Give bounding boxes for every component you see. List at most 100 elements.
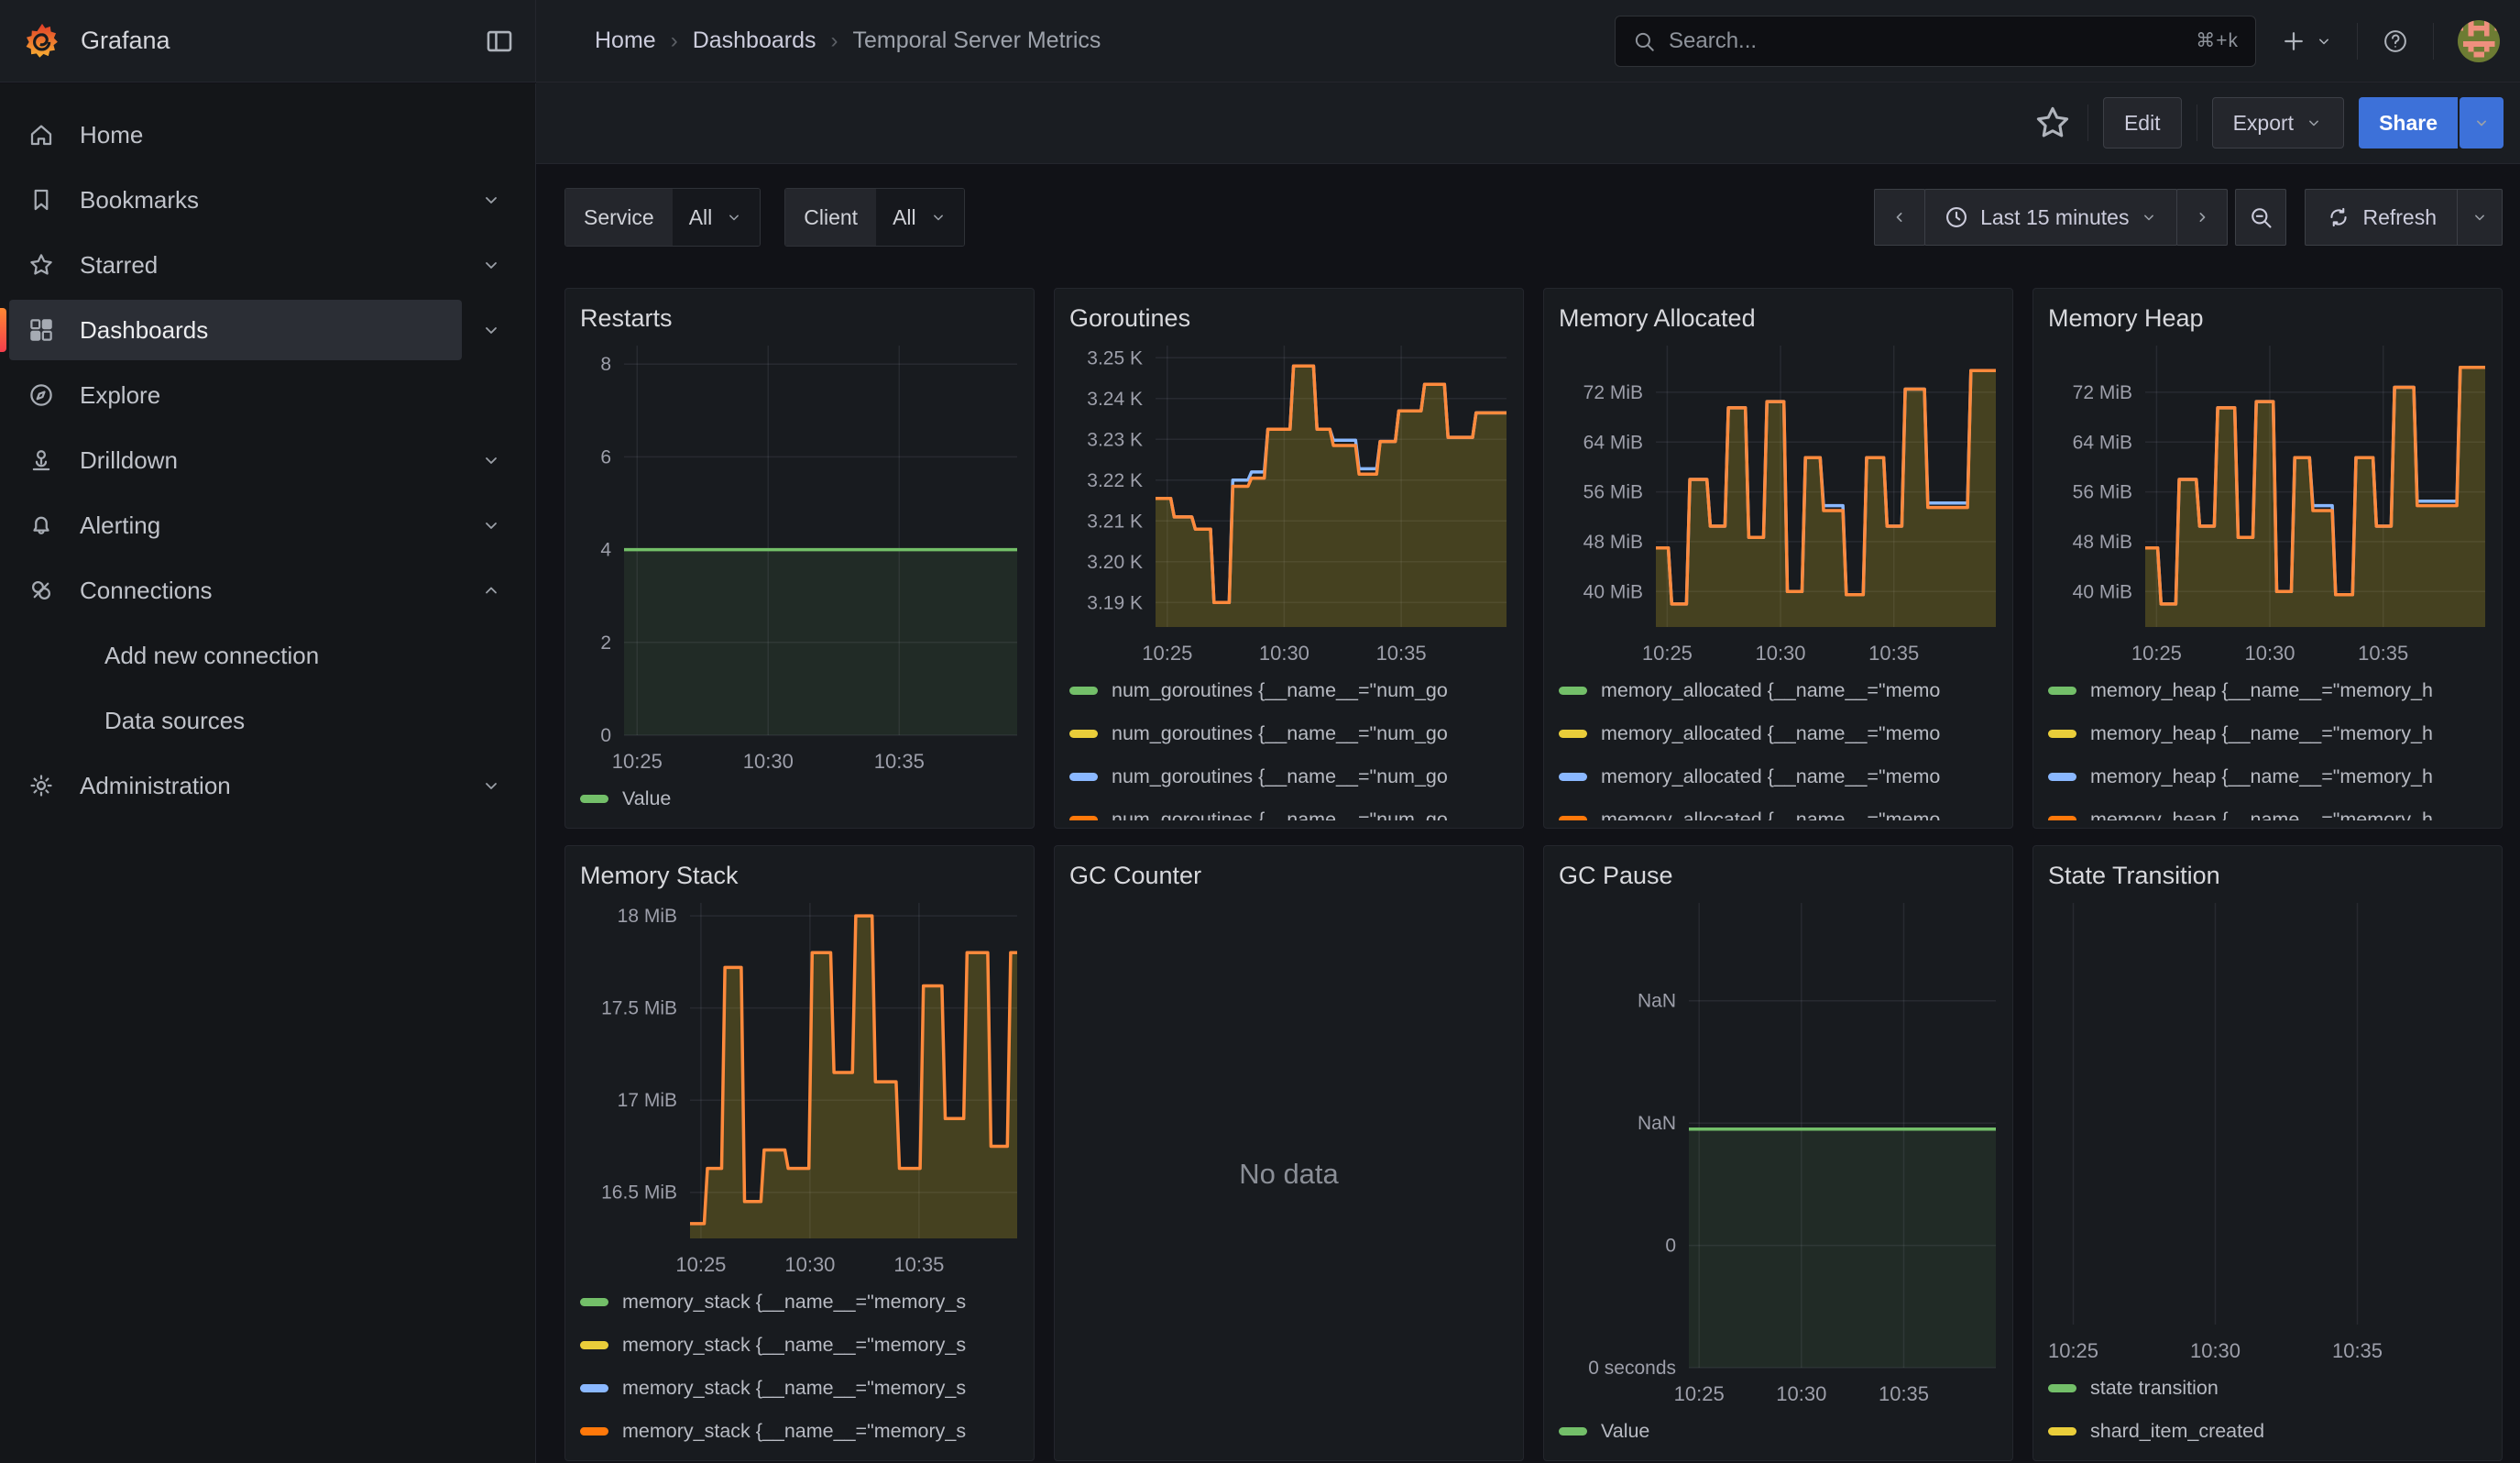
legend-item[interactable]: memory_stack {__name__="memory_s [580, 1281, 1019, 1324]
legend-label[interactable]: memory_heap {__name__="memory_h [2090, 722, 2433, 744]
sidebar-item-expand-button[interactable] [462, 300, 520, 360]
panel-title[interactable]: GC Pause [1559, 862, 1673, 889]
chart-canvas[interactable]: 40 MiB 48 MiB 56 MiB 64 MiB 72 MiB 10:25 10:30… [2048, 338, 2487, 669]
legend-label[interactable]: memory_allocated {__name__="memo [1601, 765, 1941, 787]
breadcrumb-home[interactable]: Home [595, 28, 656, 53]
chart-canvas[interactable]: 3.19 K 3.20 K 3.21 K 3.22 K 3.23 K 3.24 K 3.25… [1069, 338, 1508, 669]
legend-item[interactable]: Value [1559, 1410, 1998, 1453]
export-button[interactable]: Export [2211, 97, 2345, 148]
legend-label[interactable]: memory_stack {__name__="memory_s [622, 1420, 967, 1442]
chart-canvas[interactable]: 0 seconds 0 NaN NaN 10:25 10:30 10:35 [1559, 896, 1998, 1410]
legend-item[interactable]: num_goroutines {__name__="num_go [1069, 798, 1508, 820]
refresh-button[interactable]: Refresh [2305, 189, 2458, 246]
panel-chart[interactable]: 10:25 10:30 10:35 [2048, 896, 2487, 1367]
legend-label[interactable]: Value [622, 787, 672, 809]
legend-item[interactable]: Value [580, 777, 1019, 820]
legend-label[interactable]: num_goroutines {__name__="num_go [1112, 679, 1448, 701]
sidebar-item-link[interactable]: Home [9, 104, 520, 165]
help-button[interactable] [2382, 28, 2409, 55]
panel-chart[interactable]: 3.19 K 3.20 K 3.21 K 3.22 K 3.23 K 3.24 K 3.25… [1069, 338, 1508, 669]
sidebar-item-link[interactable]: Administration [9, 755, 462, 816]
avatar[interactable] [2458, 19, 2500, 62]
time-forward-button[interactable] [2176, 189, 2229, 246]
sidebar-item-link[interactable]: Starred [9, 235, 462, 295]
edit-button[interactable]: Edit [2102, 97, 2182, 148]
panel-chart[interactable]: 40 MiB 48 MiB 56 MiB 64 MiB 72 MiB 10:25 10:30… [2048, 338, 2487, 669]
legend-label[interactable]: memory_allocated {__name__="memo [1601, 808, 1941, 820]
sidebar-item-link[interactable]: Alerting [9, 495, 462, 556]
panel-title[interactable]: State Transition [2048, 862, 2220, 889]
legend-label[interactable]: memory_stack {__name__="memory_s [622, 1334, 967, 1356]
legend-label[interactable]: state transition [2090, 1377, 2219, 1399]
sidebar-item-expand-button[interactable] [462, 235, 520, 295]
panel-title[interactable]: GC Counter [1069, 862, 1202, 889]
legend-item[interactable]: memory_allocated {__name__="memo [1559, 755, 1998, 798]
legend-item[interactable]: memory_heap {__name__="memory_h [2048, 755, 2487, 798]
legend-item[interactable]: memory_heap {__name__="memory_h [2048, 669, 2487, 712]
legend-item[interactable]: num_goroutines {__name__="num_go [1069, 669, 1508, 712]
panel-title[interactable]: Memory Stack [580, 862, 739, 889]
panel-title[interactable]: Goroutines [1069, 304, 1191, 332]
legend-label[interactable]: memory_heap {__name__="memory_h [2090, 679, 2433, 701]
legend-item[interactable]: memory_allocated {__name__="memo [1559, 669, 1998, 712]
grafana-logo-icon[interactable] [22, 21, 62, 61]
sidebar-item-link[interactable]: Drilldown [9, 430, 462, 490]
panel-chart[interactable]: 0 2 4 6 8 10:25 10:30 10:35 [580, 338, 1019, 777]
sidebar-item-link[interactable]: Add new connection [9, 625, 520, 686]
legend-item[interactable]: memory_allocated {__name__="memo [1559, 712, 1998, 755]
chart-canvas[interactable]: 0 2 4 6 8 10:25 10:30 10:35 [580, 338, 1019, 777]
legend-item[interactable]: state transition [2048, 1367, 2487, 1410]
legend-label[interactable]: shard_item_created [2090, 1420, 2265, 1442]
panel-chart[interactable]: 16.5 MiB 17 MiB 17.5 MiB 18 MiB 10:25 10:30 10… [580, 896, 1019, 1281]
time-range-picker[interactable]: Last 15 minutes [1924, 189, 2178, 246]
chart-canvas[interactable]: 40 MiB 48 MiB 56 MiB 64 MiB 72 MiB 10:25 10:30… [1559, 338, 1998, 669]
sidebar-item-link[interactable]: Bookmarks [9, 170, 462, 230]
breadcrumb-dashboards[interactable]: Dashboards [692, 28, 816, 53]
legend-label[interactable]: memory_allocated {__name__="memo [1601, 679, 1941, 701]
legend-item[interactable]: memory_stack {__name__="memory_s [580, 1324, 1019, 1367]
chart-canvas[interactable]: 16.5 MiB 17 MiB 17.5 MiB 18 MiB 10:25 10:30 10… [580, 896, 1019, 1281]
legend-label[interactable]: num_goroutines {__name__="num_go [1112, 722, 1448, 744]
legend-label[interactable]: memory_heap {__name__="memory_h [2090, 808, 2433, 820]
sidebar-item-expand-button[interactable] [462, 560, 520, 621]
legend-label[interactable]: memory_stack {__name__="memory_s [622, 1291, 967, 1313]
zoom-out-button[interactable] [2235, 189, 2287, 246]
client-filter-value[interactable]: All [876, 189, 964, 246]
sidebar-item-expand-button[interactable] [462, 430, 520, 490]
legend-label[interactable]: num_goroutines {__name__="num_go [1112, 808, 1448, 820]
legend-item[interactable]: num_goroutines {__name__="num_go [1069, 755, 1508, 798]
sidebar-item-link[interactable]: Dashboards [9, 300, 462, 360]
time-back-button[interactable] [1874, 189, 1926, 246]
legend-label[interactable]: memory_heap {__name__="memory_h [2090, 765, 2433, 787]
chart-canvas[interactable]: 10:25 10:30 10:35 [2048, 896, 2487, 1367]
panel-chart[interactable]: 40 MiB 48 MiB 56 MiB 64 MiB 72 MiB 10:25 10:30… [1559, 338, 1998, 669]
sidebar-item-expand-button[interactable] [462, 170, 520, 230]
legend-label[interactable]: memory_stack {__name__="memory_s [622, 1377, 967, 1399]
sidebar-item-expand-button[interactable] [462, 755, 520, 816]
legend-item[interactable]: memory_heap {__name__="memory_h [2048, 712, 2487, 755]
legend-item[interactable]: memory_stack {__name__="memory_s [580, 1410, 1019, 1453]
panel-title[interactable]: Memory Allocated [1559, 304, 1756, 332]
sidebar-item-expand-button[interactable] [462, 495, 520, 556]
search-box[interactable]: ⌘+k [1615, 15, 2256, 67]
panel-title[interactable]: Memory Heap [2048, 304, 2204, 332]
sidebar-item-link[interactable]: Connections [9, 560, 462, 621]
star-dashboard-button[interactable] [2032, 103, 2073, 143]
refresh-interval-button[interactable] [2457, 189, 2503, 246]
panel-chart[interactable]: 0 seconds 0 NaN NaN 10:25 10:30 10:35 [1559, 896, 1998, 1410]
sidebar-item-link[interactable]: Explore [9, 365, 520, 425]
legend-item[interactable]: memory_stack {__name__="memory_s [580, 1367, 1019, 1410]
legend-label[interactable]: num_goroutines {__name__="num_go [1112, 765, 1448, 787]
sidebar-toggle-icon[interactable] [484, 26, 515, 57]
legend-item[interactable]: memory_heap {__name__="memory_h [2048, 798, 2487, 820]
panel-title[interactable]: Restarts [580, 304, 673, 332]
add-new-button[interactable] [2280, 28, 2333, 55]
share-menu-button[interactable] [2460, 97, 2504, 148]
search-input[interactable] [1669, 28, 2197, 54]
legend-item[interactable]: num_goroutines {__name__="num_go [1069, 712, 1508, 755]
sidebar-item-link[interactable]: Data sources [9, 690, 520, 751]
legend-label[interactable]: Value [1601, 1420, 1650, 1442]
legend-label[interactable]: memory_allocated {__name__="memo [1601, 722, 1941, 744]
service-filter-value[interactable]: All [672, 189, 761, 246]
legend-item[interactable]: memory_allocated {__name__="memo [1559, 798, 1998, 820]
